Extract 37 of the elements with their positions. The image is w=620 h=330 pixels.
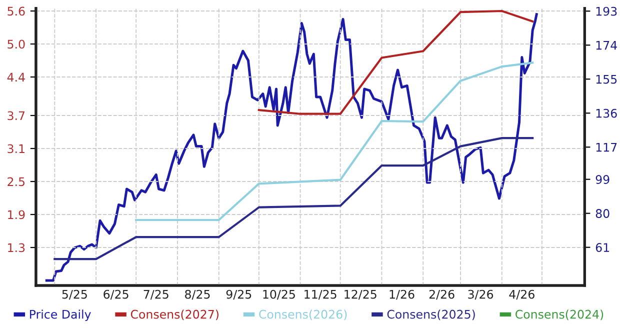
x-tick-label: 9/25 [226, 290, 252, 300]
legend-label: Consens(2027) [130, 310, 218, 320]
x-tick-label: 8/25 [185, 290, 210, 300]
legend-label: Price Daily [30, 310, 91, 322]
y-tick-label: 1.9 [8, 210, 25, 220]
y2-tick-label: 80 [596, 209, 610, 218]
y2-tick-label: 155 [596, 74, 617, 84]
y-tick-label: 4.4 [7, 72, 25, 82]
y2-tick-label: 174 [596, 40, 617, 50]
x-tick-label: 10/25 [263, 290, 295, 300]
y-tick-label: 3.1 [8, 144, 24, 154]
legend-label: Consens(2026) [259, 310, 347, 320]
y2-tick-label: 193 [596, 6, 617, 16]
y-tick-label: 5.6 [8, 6, 25, 16]
x-tick-label: 4/26 [509, 290, 534, 300]
y2-tick-label: 136 [596, 108, 617, 118]
line-series [54, 137, 534, 260]
line-series [45, 13, 538, 282]
y-tick-label: 1.3 [8, 243, 25, 252]
x-tick-label: 7/25 [144, 290, 168, 300]
x-tick-label: 1/26 [390, 290, 414, 300]
x-tick-label: 2/26 [429, 290, 454, 300]
y2-tick-label: 117 [596, 142, 617, 152]
x-tick-label: 5/25 [62, 290, 87, 300]
y2-tick-label: 99 [596, 175, 610, 184]
line-series [258, 10, 534, 115]
legend-label: Consens(2024) [516, 310, 604, 320]
line-series [135, 62, 534, 222]
x-tick-label: 12/25 [344, 290, 376, 300]
legend-label: Consens(2025) [387, 310, 475, 320]
x-tick-label: 11/25 [304, 290, 336, 300]
y-tick-label: 5.0 [8, 40, 25, 49]
x-tick-label: 3/26 [468, 290, 494, 300]
y-tick-label: 2.5 [8, 177, 25, 186]
y2-tick-label: 61 [596, 243, 610, 252]
x-tick-label: 6/25 [104, 290, 128, 300]
y-tick-label: 3.7 [8, 111, 25, 120]
